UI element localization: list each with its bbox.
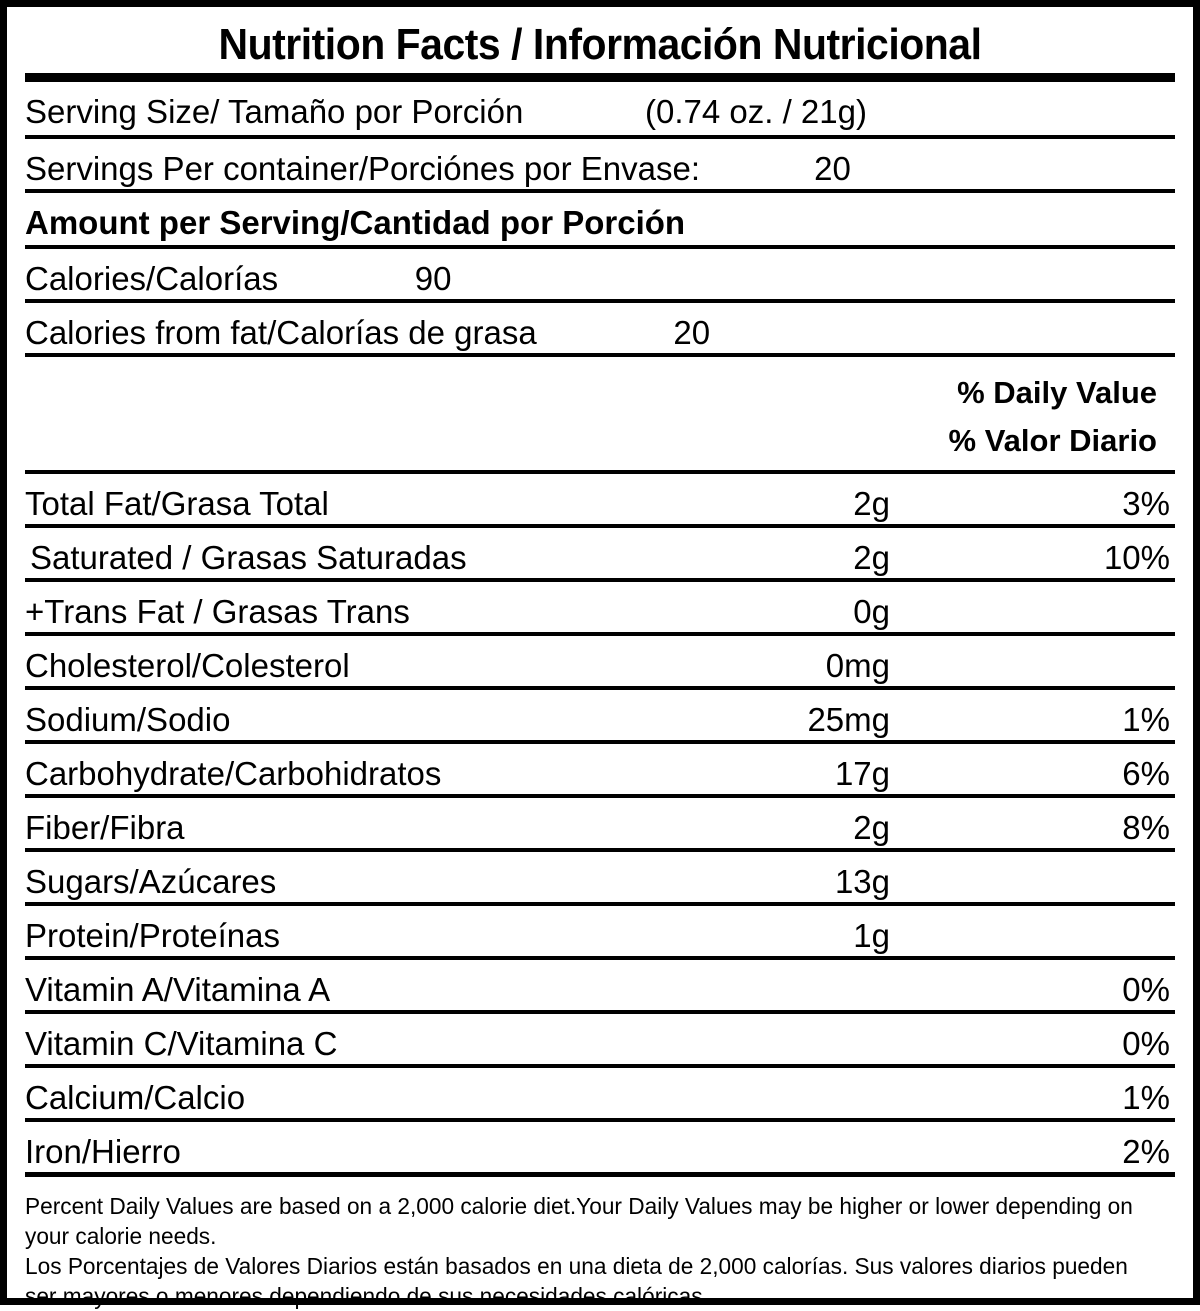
calories-row: Calories/Calorías 90: [25, 249, 1175, 299]
nutrient-name: Protein/Proteínas: [25, 917, 280, 954]
divider-after-servings: [25, 189, 1175, 193]
amount-per-serving-label: Amount per Serving/Cantidad por Porción: [25, 204, 686, 241]
nutrient-row: Iron/Hierro 2%: [25, 1122, 1175, 1172]
calories-from-fat-row: Calories from fat/Calorías de grasa 20: [25, 303, 1175, 353]
daily-value-header: % Daily Value % Valor Diario: [25, 357, 1175, 470]
nutrient-name: Vitamin A/Vitamina A: [25, 971, 331, 1008]
nutrient-name: Total Fat/Grasa Total: [25, 485, 329, 522]
nutrient-row: +Trans Fat / Grasas Trans 0g: [25, 582, 1175, 632]
nutrient-name: Sugars/Azúcares: [25, 863, 277, 900]
footnote-spanish: Los Porcentajes de Valores Diarios están…: [25, 1253, 1128, 1309]
nutrient-row-divider: [25, 740, 1175, 744]
nutrient-row: Vitamin C/Vitamina C 0%: [25, 1014, 1175, 1064]
nutrient-row: Cholesterol/Colesterol 0mg: [25, 636, 1175, 686]
nutrient-row-divider: [25, 524, 1175, 528]
footnote: Percent Daily Values are based on a 2,00…: [25, 1177, 1158, 1311]
amount-per-serving-header: Amount per Serving/Cantidad por Porción: [25, 193, 1175, 245]
nutrient-row: Saturated / Grasas Saturadas 2g 10%: [25, 528, 1175, 578]
nutrient-daily-value: 3%: [1122, 485, 1170, 522]
nutrient-daily-value: 6%: [1122, 755, 1170, 792]
footnote-english: Percent Daily Values are based on a 2,00…: [25, 1193, 1133, 1249]
nutrient-row-divider: [25, 902, 1175, 906]
nutrient-name: Iron/Hierro: [25, 1133, 181, 1170]
nutrient-row: Carbohydrate/Carbohidratos 17g 6%: [25, 744, 1175, 794]
nutrient-row: Vitamin A/Vitamina A 0%: [25, 960, 1175, 1010]
nutrient-amount: 2g: [853, 809, 890, 846]
divider-after-serving-size: [25, 135, 1175, 139]
page-title: Nutrition Facts / Información Nutriciona…: [218, 20, 982, 69]
nutrient-row: Total Fat/Grasa Total 2g 3%: [25, 474, 1175, 524]
nutrient-row-divider: [25, 956, 1175, 960]
nutrient-row-divider: [25, 1010, 1175, 1014]
nutrient-row-divider: [25, 848, 1175, 852]
nutrient-name: Saturated / Grasas Saturadas: [30, 539, 467, 576]
serving-size-label: Serving Size/ Tamaño por Porción: [25, 93, 524, 130]
divider-after-calories: [25, 299, 1175, 303]
nutrient-daily-value: 8%: [1122, 809, 1170, 846]
serving-size-row: Serving Size/ Tamaño por Porción (0.74 o…: [25, 82, 1175, 135]
nutrient-amount: 0mg: [825, 647, 890, 684]
calories-from-fat-label: Calories from fat/Calorías de grasa: [25, 314, 537, 351]
daily-value-header-es: % Valor Diario: [948, 423, 1157, 458]
title-divider: [25, 73, 1175, 82]
nutrient-amount: 0g: [853, 593, 890, 630]
nutrient-row-divider: [25, 1118, 1175, 1122]
nutrient-name: Calcium/Calcio: [25, 1079, 246, 1116]
nutrient-row: Protein/Proteínas 1g: [25, 906, 1175, 956]
nutrient-daily-value: 2%: [1122, 1133, 1170, 1170]
nutrient-row: Fiber/Fibra 2g 8%: [25, 798, 1175, 848]
nutrient-name: Carbohydrate/Carbohidratos: [25, 755, 442, 792]
divider-after-daily-value-header: [25, 470, 1175, 474]
nutrient-row: Sodium/Sodio 25mg 1%: [25, 690, 1175, 740]
nutrient-daily-value: 1%: [1122, 701, 1170, 738]
nutrient-amount: 17g: [834, 755, 890, 792]
nutrient-daily-value: 0%: [1122, 1025, 1170, 1062]
divider-after-amount-header: [25, 245, 1175, 249]
daily-value-header-en: % Daily Value: [957, 375, 1157, 410]
calories-label: Calories/Calorías: [25, 260, 279, 297]
nutrient-row-divider: [25, 1064, 1175, 1068]
divider-after-calories-from-fat: [25, 353, 1175, 357]
nutrient-amount: 25mg: [807, 701, 890, 738]
nutrient-daily-value: 10%: [1103, 539, 1170, 576]
servings-per-container-value: 20: [814, 150, 851, 187]
nutrient-row-divider: [25, 578, 1175, 582]
servings-per-container-row: Servings Per container/Porciónes por Env…: [25, 139, 1175, 189]
nutrient-amount: 2g: [853, 485, 890, 522]
nutrient-row: Calcium/Calcio 1%: [25, 1068, 1175, 1118]
nutrient-row-divider: [25, 794, 1175, 798]
nutrient-name: Vitamin C/Vitamina C: [25, 1025, 338, 1062]
nutrient-amount: 13g: [834, 863, 890, 900]
nutrient-name: Cholesterol/Colesterol: [25, 647, 350, 684]
nutrient-daily-value: 0%: [1122, 971, 1170, 1008]
calories-from-fat-value: 20: [673, 314, 711, 351]
nutrient-daily-value: 1%: [1122, 1079, 1170, 1116]
nutrient-amount: 1g: [853, 917, 890, 954]
nutrient-row-divider: [25, 686, 1175, 690]
nutrient-rows: Total Fat/Grasa Total 2g 3% Saturated / Gra…: [25, 474, 1175, 1172]
servings-per-container-label: Servings Per container/Porciónes por Env…: [25, 150, 701, 187]
calories-value: 90: [414, 260, 452, 297]
nutrient-row: Sugars/Azúcares 13g: [25, 852, 1175, 902]
divider-before-footnote: [25, 1172, 1175, 1177]
nutrient-name: Fiber/Fibra: [25, 809, 185, 846]
nutrient-amount: 2g: [853, 539, 890, 576]
serving-size-value: (0.74 oz. / 21g): [645, 93, 867, 130]
nutrient-name: Sodium/Sodio: [25, 701, 231, 738]
nutrient-name: +Trans Fat / Grasas Trans: [25, 593, 410, 630]
nutrient-row-divider: [25, 632, 1175, 636]
